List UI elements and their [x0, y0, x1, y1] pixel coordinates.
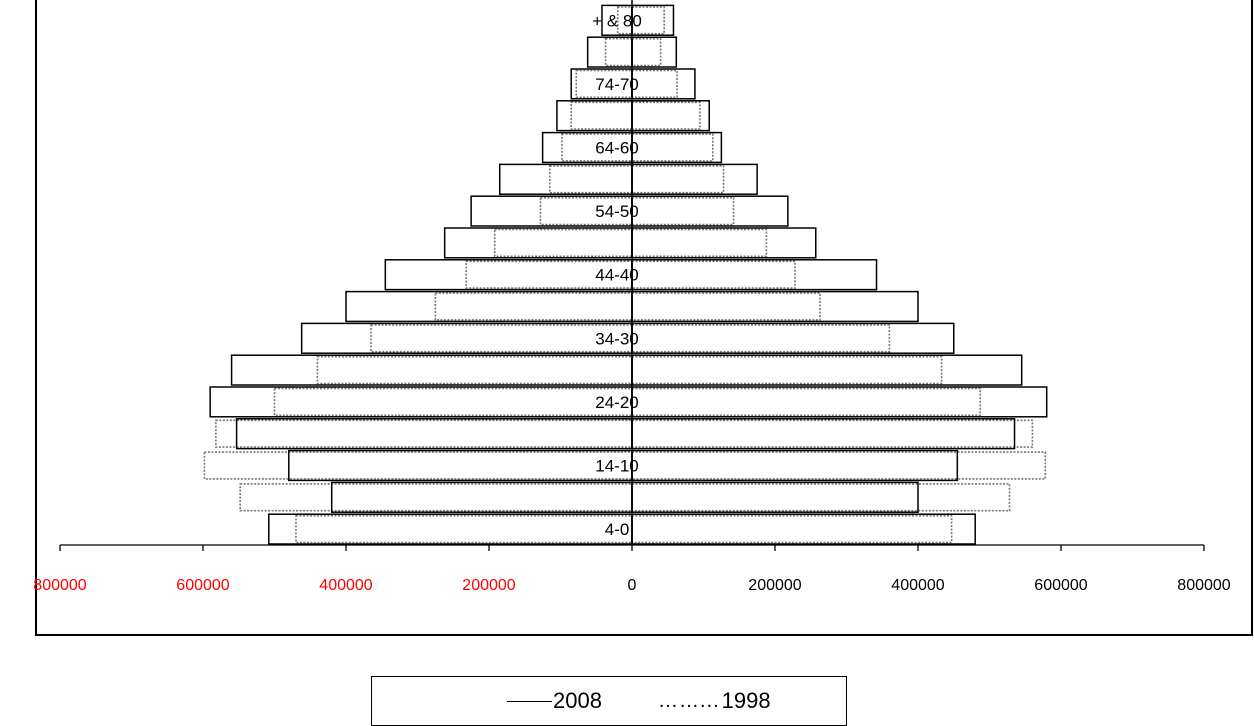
age-group-label: 74-70: [595, 75, 638, 94]
bar-1998-right: [631, 228, 768, 258]
bar-1998-right: [631, 483, 1011, 512]
bar-2008-left: [300, 322, 633, 354]
legend-dotted-line-marker: ……...: [658, 689, 720, 712]
age-group-label: 24-20: [595, 393, 638, 412]
bar-2008-right: [631, 131, 723, 164]
bar-1998-left: [493, 228, 633, 258]
bar-2008-right: [631, 322, 955, 354]
legend-label-1998: 1998: [721, 688, 771, 713]
age-group-label: 54-50: [595, 202, 638, 221]
bar-1998-left: [539, 196, 633, 226]
bar-1998-right: [631, 260, 796, 289]
bar-1998-left: [616, 6, 633, 35]
bar-1998-right: [631, 133, 714, 162]
bar-1998-left: [575, 69, 633, 99]
age-group-label: 14-10: [595, 457, 638, 476]
bar-1998-right: [631, 292, 821, 321]
bar-2008-left: [556, 100, 633, 132]
bar-2008-left: [345, 290, 633, 323]
bar-2008-right: [631, 481, 919, 513]
bar-1998-right: [631, 355, 943, 385]
x-tick-label: 400000: [891, 577, 944, 594]
x-tick-label: 800000: [1177, 577, 1230, 594]
x-tick-label: 600000: [176, 577, 229, 594]
bar-2008-right: [631, 449, 959, 482]
bar-2008-right: [631, 418, 1016, 450]
bar-2008-right: [631, 100, 710, 132]
bar-1998-right: [631, 101, 701, 130]
bar-2008-right: [631, 386, 1048, 418]
bar-1998-left: [561, 133, 633, 162]
bar-1998-left: [548, 165, 633, 194]
x-tick-label: 0: [628, 577, 637, 594]
x-tick-label: 800000: [33, 577, 86, 594]
bar-1998-left: [295, 514, 633, 544]
legend-item-1998: ……... 1998: [658, 677, 771, 725]
bar-2008-right: [631, 163, 758, 195]
bar-1998-right: [631, 165, 725, 194]
bar-1998-right: [631, 451, 1047, 480]
bar-2008-right: [631, 290, 919, 323]
bar-1998-left: [273, 387, 633, 417]
bar-2008-left: [586, 36, 633, 68]
age-group-label: + & 80: [592, 11, 642, 30]
bar-1998-right: [631, 37, 662, 67]
bar-2008-left: [330, 481, 633, 513]
bar-1998-left: [203, 451, 633, 480]
bar-1998-right: [631, 69, 678, 99]
bar-2008-right: [631, 259, 878, 291]
age-group-label: 64-60: [595, 139, 638, 158]
age-group-label: 34-30: [595, 329, 638, 348]
bar-1998-left: [239, 483, 633, 512]
bar-2008-right: [631, 68, 696, 100]
bar-1998-left: [434, 292, 633, 321]
bar-1998-right: [631, 6, 665, 35]
legend-item-2008: 2008: [507, 677, 602, 725]
bar-1998-left: [570, 101, 633, 130]
bar-2008-left: [230, 354, 633, 386]
bar-2008-right: [631, 227, 817, 259]
x-tick-label: 200000: [462, 577, 515, 594]
bar-2008-right: [631, 195, 789, 227]
bar-2008-left: [209, 386, 633, 418]
bar-1998-left: [316, 355, 633, 385]
age-group-label: 44-40: [595, 266, 638, 285]
bar-2008-left: [288, 449, 633, 482]
population-pyramid-chart: 4-0 14-10 24-20 34-30 44-40 54-50 64-60 74-70 + …: [33, 0, 1231, 594]
bar-2008-right: [631, 36, 678, 68]
x-tick-label: 600000: [1034, 577, 1087, 594]
legend-solid-line-marker: [507, 700, 552, 702]
bar-2008-left: [443, 227, 633, 259]
bar-1998-left: [215, 419, 633, 448]
bar-1998-right: [631, 387, 982, 417]
bar-2008-right: [631, 354, 1023, 386]
bar-2008-left: [235, 418, 633, 450]
bar-1998-left: [370, 324, 633, 353]
bar-1998-right: [631, 324, 891, 353]
bar-1998-right: [631, 419, 1034, 448]
age-group-label: 4-0: [605, 520, 630, 539]
legend-label-2008: 2008: [553, 688, 602, 713]
legend: 2008 ……... 1998: [371, 676, 847, 726]
bar-1998-right: [631, 514, 953, 544]
x-tick-label: 400000: [319, 577, 372, 594]
bar-2008-left: [498, 163, 633, 195]
bar-2008-left: [268, 513, 633, 545]
x-tick-label: 200000: [748, 577, 801, 594]
bar-1998-right: [631, 196, 735, 226]
chart-frame: [35, 0, 1253, 636]
bar-1998-left: [604, 37, 633, 67]
bar-2008-right: [631, 513, 976, 545]
